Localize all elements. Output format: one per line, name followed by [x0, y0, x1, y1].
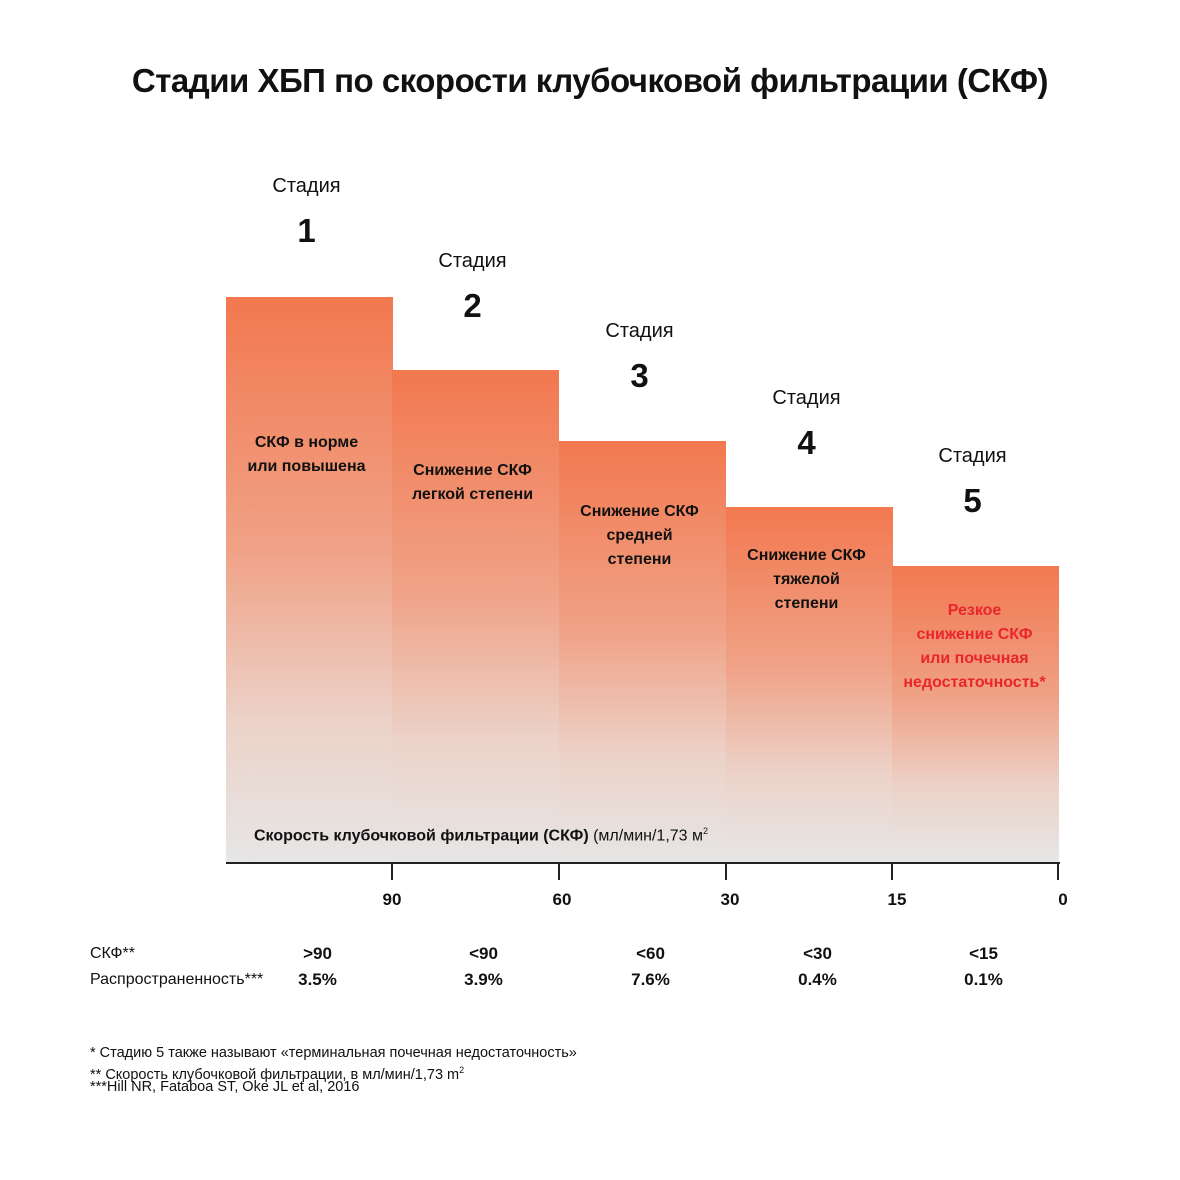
x-tick [391, 862, 393, 880]
x-axis-unit: (мл/мин/1,73 м [593, 827, 704, 845]
stage-word: Стадия [605, 320, 674, 342]
prevalence-value: 0.4% [798, 970, 837, 989]
bar-label: Снижение СКФ средней степени [556, 500, 723, 572]
bar-label: Резкое снижение СКФ или почечная недостаточ… [891, 599, 1058, 695]
prevalence-value: 7.6% [631, 970, 670, 989]
gfr-value: >90 [303, 944, 332, 963]
gfr-value: <15 [969, 944, 998, 963]
x-tick [558, 862, 560, 880]
stage-word: Стадия [772, 387, 841, 409]
stage-number: 1 [297, 212, 316, 249]
bar-label-line: тяжелой [773, 571, 840, 588]
stage-number: 2 [463, 287, 482, 324]
bar-label-line: легкой степени [411, 486, 534, 503]
gfr-value: <30 [803, 944, 832, 963]
bar-label-line: средней [606, 527, 673, 544]
bar-label-line: или повышена [247, 458, 366, 475]
gfr-row-label: СКФ** [90, 945, 135, 962]
x-axis-line [226, 862, 1060, 864]
x-tick-label: 15 [887, 890, 907, 909]
gfr-value: <60 [636, 944, 665, 963]
stage-word: Стадия [438, 250, 507, 272]
x-tick-label: 60 [552, 890, 572, 909]
bar-stage-3 [559, 441, 726, 862]
bar-stage-5 [892, 566, 1059, 862]
x-tick-label: 90 [382, 890, 402, 909]
bar-label-line: недостаточность* [903, 674, 1046, 691]
stage-number: 4 [797, 424, 816, 461]
bar-label-line: СКФ в норме [254, 434, 359, 451]
x-tick [1057, 862, 1059, 880]
bar-label-line: или почечная [920, 650, 1029, 667]
prevalence-value: 3.5% [298, 970, 337, 989]
bar-label-line: степени [774, 595, 839, 612]
bar-label-line: снижение СКФ [916, 626, 1033, 643]
footnote-2-sup: 2 [459, 1065, 465, 1075]
bar-label-line: Снижение СКФ [413, 462, 532, 479]
prevalence-value: 0.1% [964, 970, 1003, 989]
bar-label-line: Снижение СКФ [747, 547, 866, 564]
x-tick [725, 862, 727, 880]
footnote-1: * Стадию 5 также называют «терминальная … [90, 1045, 577, 1061]
footnote-3: ***Hill NR, Fataboa ST, Oke JL et al, 20… [90, 1079, 360, 1095]
bar-label-line: Снижение СКФ [580, 503, 699, 520]
bar-label: Снижение СКФ тяжелой степени [723, 544, 890, 616]
stage-number: 5 [963, 482, 982, 519]
bar-label: СКФ в норме или повышена [223, 431, 390, 479]
bar-stage-4 [726, 507, 893, 862]
gfr-value: <90 [469, 944, 498, 963]
stage-word: Стадия [272, 175, 341, 197]
stage-number: 3 [630, 357, 649, 394]
footnote-2-text: ** Скорость клубочковой фильтрации, в мл… [90, 1066, 460, 1083]
bar-label: Снижение СКФ легкой степени [389, 459, 556, 507]
x-tick-label: 30 [720, 890, 740, 909]
x-tick-label: 0 [1058, 890, 1068, 909]
footnote-2: ** Скорость клубочковой фильтрации, в мл… [90, 1062, 464, 1084]
bar-stage-1 [226, 297, 393, 862]
x-axis-title-main: Скорость клубочковой фильтрации (СКФ) [254, 827, 589, 845]
prevalence-value: 3.9% [464, 970, 503, 989]
chart-title: Стадии ХБП по скорости клубочковой фильт… [131, 62, 1049, 99]
prevalence-row-label: Распространенность*** [90, 971, 264, 988]
bar-stage-2 [392, 370, 559, 862]
x-tick [891, 862, 893, 880]
stage-word: Стадия [938, 445, 1007, 467]
x-axis-title: Скорость клубочковой фильтрации (СКФ) (м… [254, 826, 708, 845]
bar-label-line: Резкое [947, 602, 1002, 619]
bar-label-line: степени [607, 551, 672, 568]
x-axis-unit-sup: 2 [703, 826, 709, 836]
